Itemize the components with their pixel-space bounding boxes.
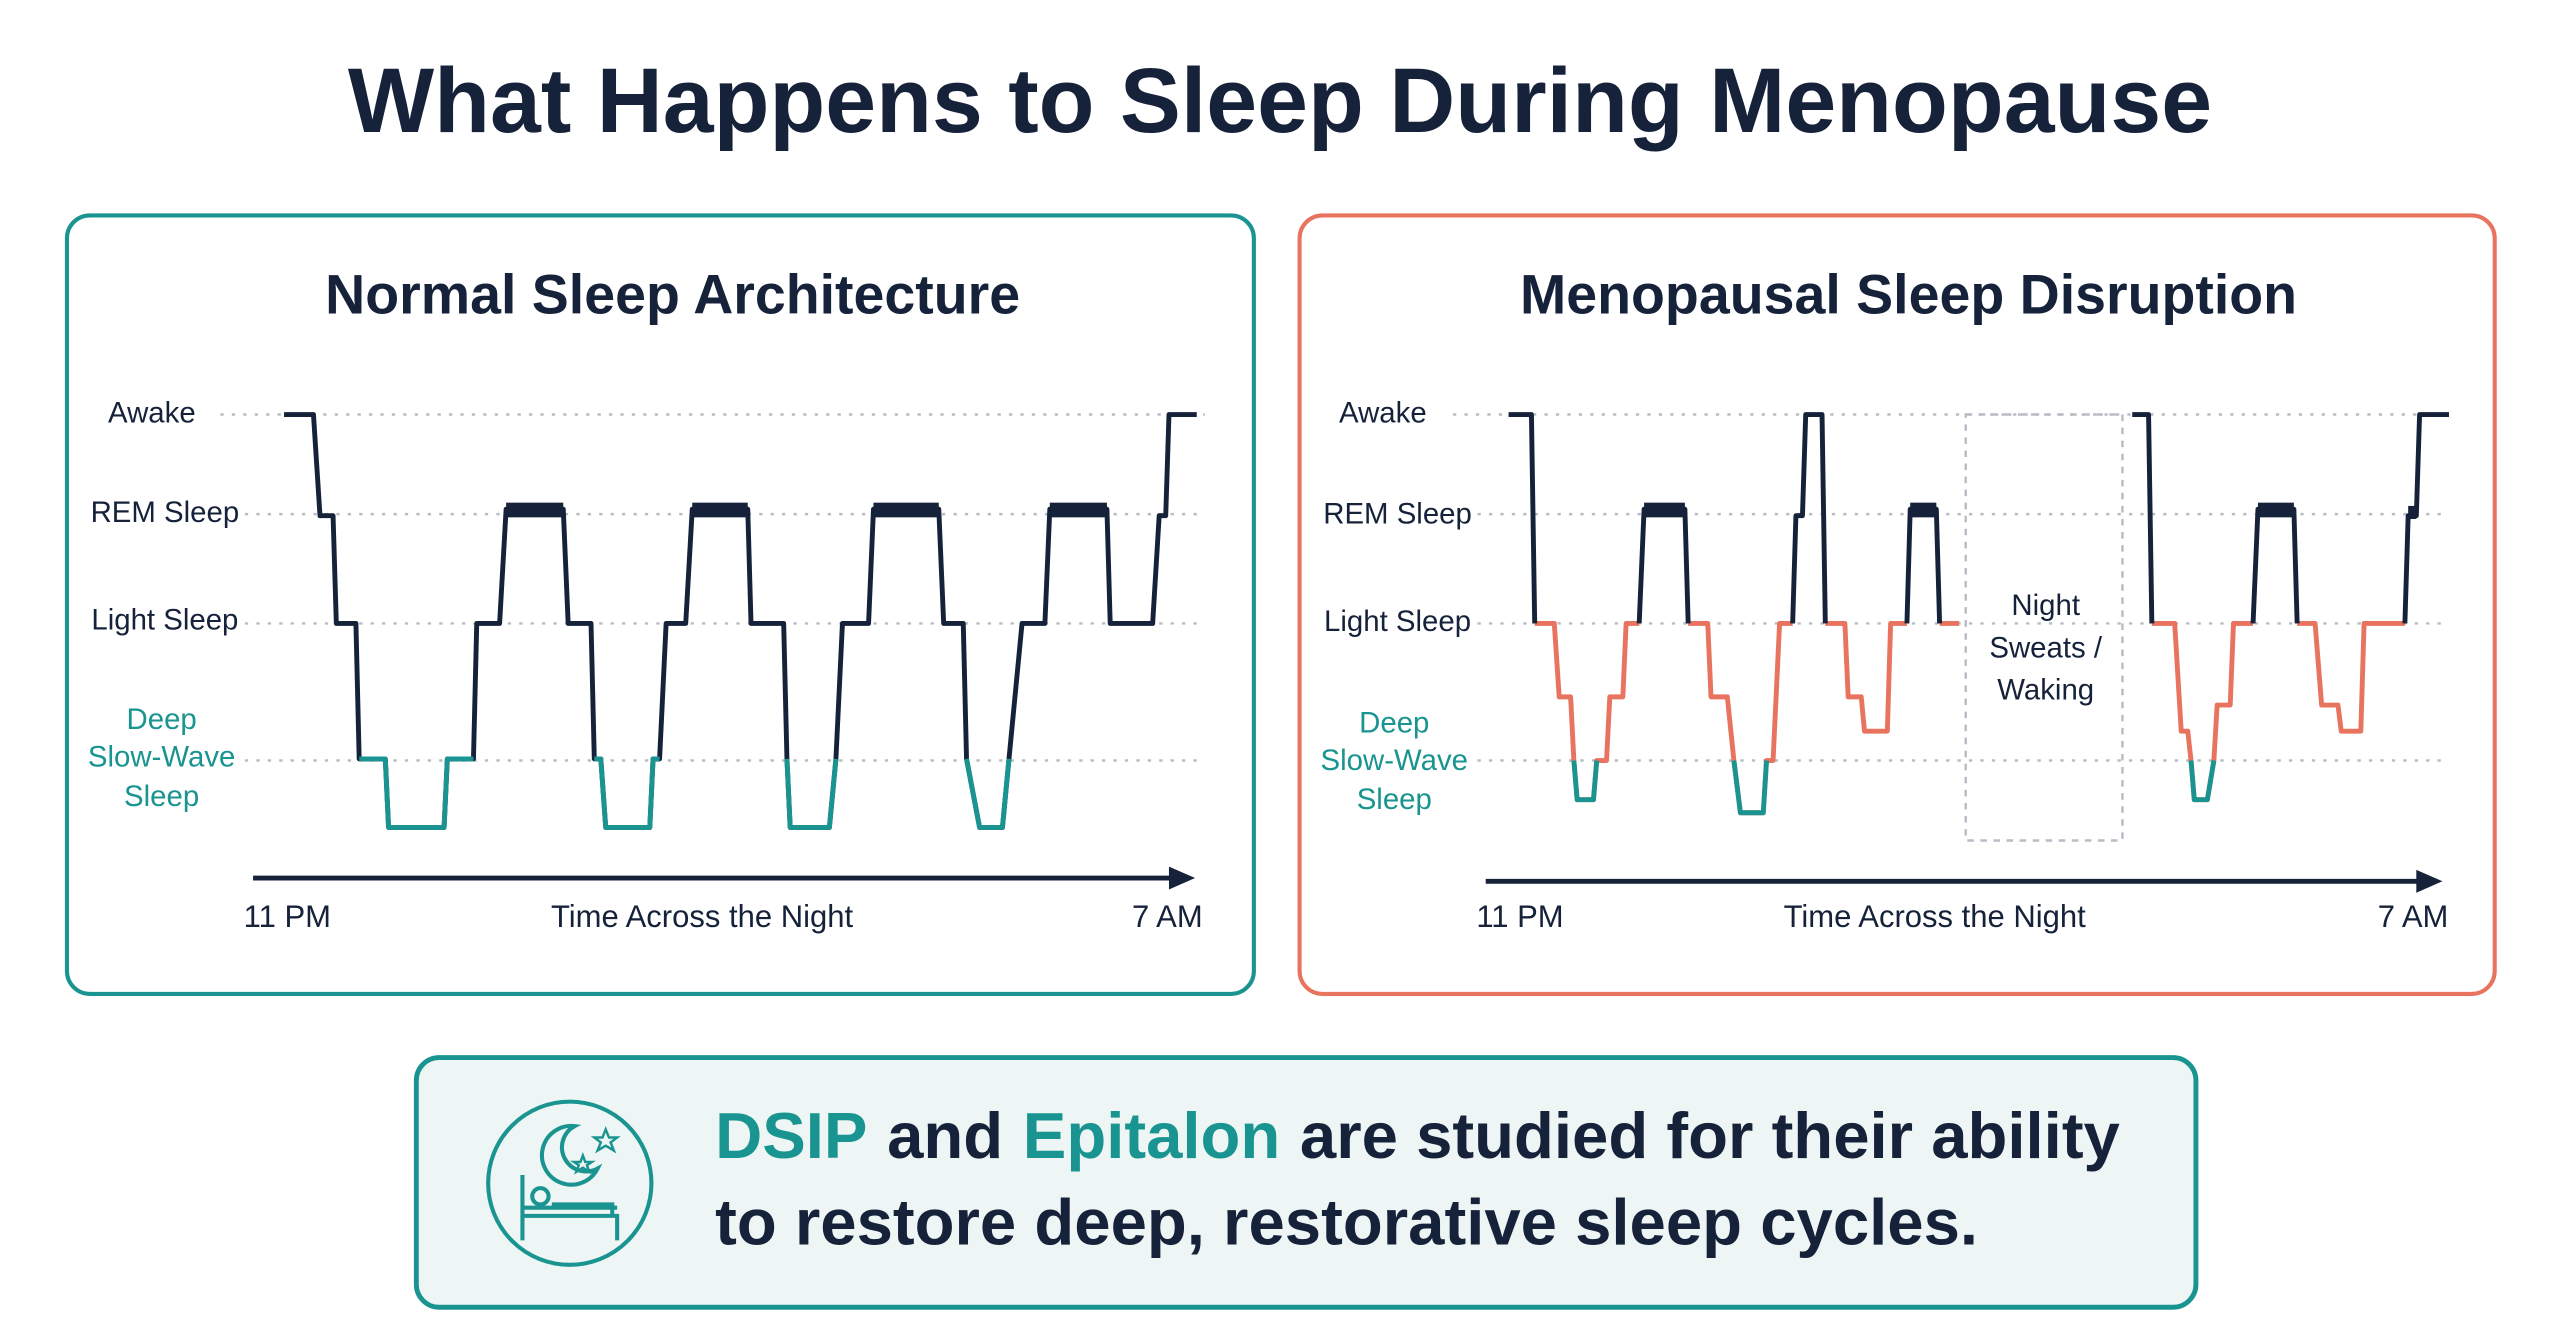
callout-line: DSIP and Epitalon are studied for their abi… — [715, 1099, 2120, 1172]
menopause-panel: Menopausal Sleep Disruption Awake REM Sl… — [1297, 213, 2497, 996]
axis-label: Time Across the Night — [551, 899, 854, 934]
panel-frame — [64, 213, 1256, 996]
text: and — [887, 1099, 1003, 1172]
stage-label: Deep — [1359, 706, 1429, 739]
axis-arrow — [2416, 869, 2443, 893]
axis-end: 7 AM — [2378, 899, 2449, 934]
stage-label: Light Sleep — [91, 604, 238, 637]
callout: DSIP and Epitalon are studied for their abi… — [413, 1055, 2199, 1310]
stage-label: Light Sleep — [1324, 605, 1471, 638]
stage-label: REM Sleep — [91, 496, 240, 529]
rem-bars — [506, 502, 1107, 518]
stage-label: Awake — [1339, 396, 1427, 429]
waking-box — [1964, 413, 2124, 842]
stage-label: REM Sleep — [1323, 497, 1472, 530]
normal-panel: Normal Sleep Architecture Awake REM Slee… — [64, 213, 1256, 996]
annotation: Sweats / — [1989, 631, 2103, 664]
deep-sleep-segment — [1571, 760, 2217, 816]
stage-label: Sleep — [124, 780, 199, 813]
annotation: Waking — [1997, 674, 2094, 707]
stage-label: Slow-Wave — [88, 741, 235, 774]
callout-frame — [413, 1055, 2199, 1310]
panel-title: Menopausal Sleep Disruption — [1520, 263, 2297, 325]
axis-label: Time Across the Night — [1784, 899, 2087, 934]
panel-title: Normal Sleep Architecture — [325, 263, 1020, 325]
panel-frame — [1297, 213, 2497, 996]
sleep-icon — [486, 1099, 654, 1267]
deep-sleep-segment — [359, 756, 1012, 830]
stage-label: Awake — [108, 396, 196, 429]
callout-line: to restore deep, restorative sleep cycle… — [715, 1186, 1978, 1259]
axis-start: 11 PM — [244, 899, 331, 934]
text: are studied for their ability — [1300, 1099, 2120, 1172]
stage-label: Deep — [127, 703, 197, 736]
highlight: DSIP — [715, 1099, 867, 1172]
axis-arrow — [1168, 866, 1196, 890]
rem-bars — [1644, 502, 2417, 519]
highlight: Epitalon — [1023, 1099, 1281, 1172]
annotation: Night — [2011, 589, 2080, 622]
axis-start: 11 PM — [1476, 899, 1563, 934]
axis-end: 7 AM — [1132, 899, 1203, 934]
stage-label: Sleep — [1357, 783, 1432, 816]
page-title: What Happens to Sleep During Menopause — [348, 50, 2212, 152]
stage-label: Slow-Wave — [1321, 744, 1468, 777]
